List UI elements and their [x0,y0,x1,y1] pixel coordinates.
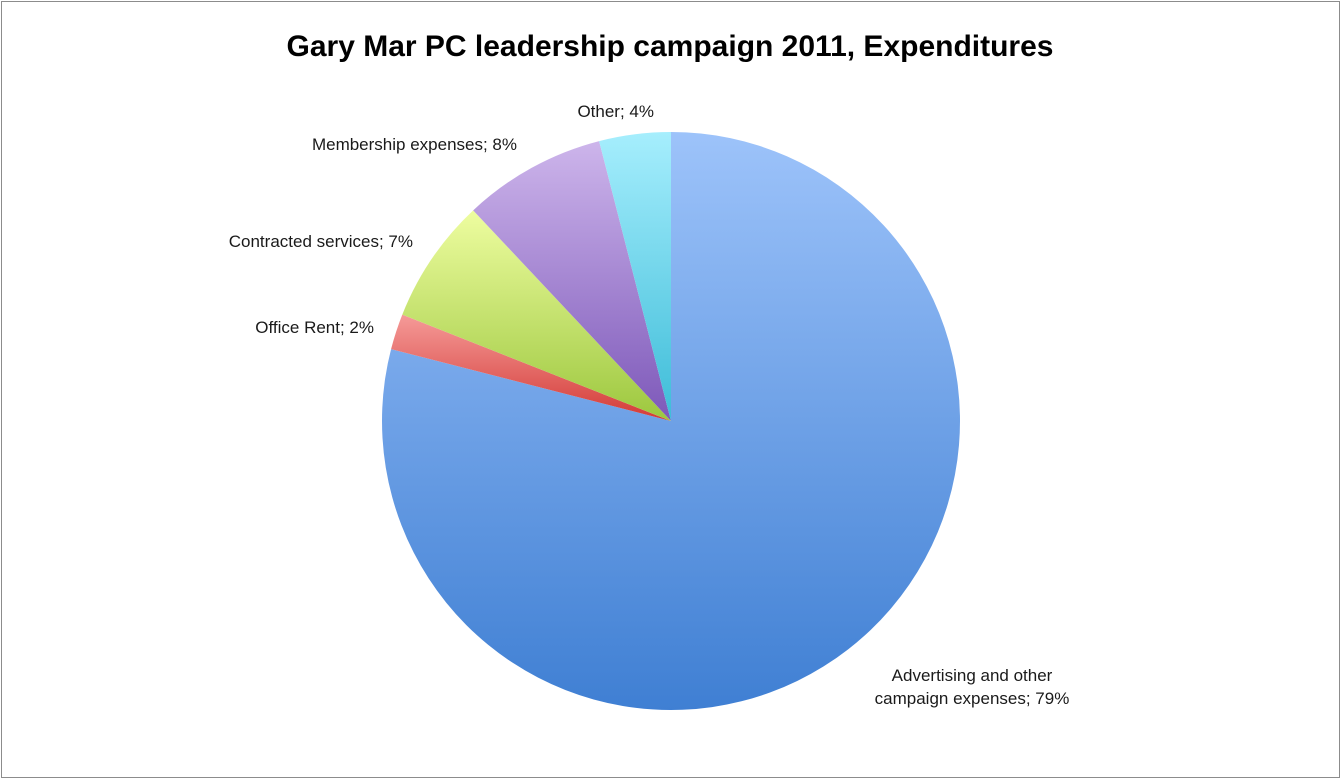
slice-label: Membership expenses; 8% [312,135,517,154]
pie-slice-membership-expenses [473,141,671,421]
pie-labels: Advertising and other campaign expenses; … [229,102,1070,708]
pie-slice-advertising-and-other-campaign-expenses [382,132,961,710]
pie-slice-contracted-services [402,210,671,421]
pie-slices [382,132,961,710]
slice-label-line: Office Rent; 2% [255,318,374,337]
slice-label-line: campaign expenses; 79% [875,689,1070,708]
slice-label: Office Rent; 2% [255,318,374,337]
slice-label-line: Other; 4% [577,102,654,121]
slice-label: Advertising and other campaign expenses; … [875,666,1070,708]
slice-label: Other; 4% [577,102,654,121]
slice-label-line: Membership expenses; 8% [312,135,517,154]
slice-label-line: Advertising and other [892,666,1053,685]
chart-title: Gary Mar PC leadership campaign 2011, Ex… [287,30,1054,63]
slice-label: Contracted services; 7% [229,232,413,251]
slice-label-line: Contracted services; 7% [229,232,413,251]
pie-slice-office-rent [391,314,671,421]
pie-slice-other [599,132,671,421]
